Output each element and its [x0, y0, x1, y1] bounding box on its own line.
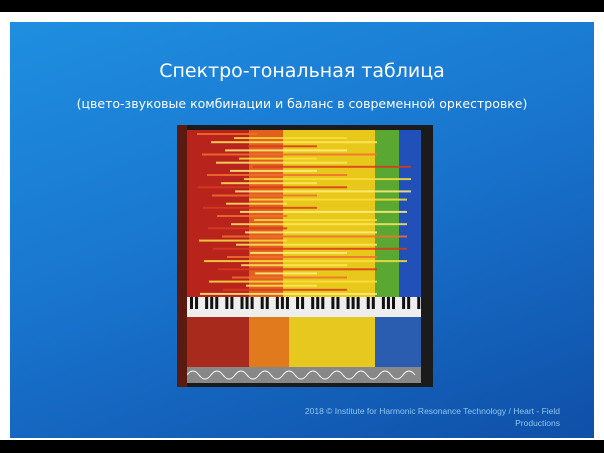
instrument-range	[222, 235, 407, 238]
instrument-range	[221, 182, 317, 185]
black-key	[392, 297, 395, 309]
instrument-range	[253, 165, 411, 168]
instrument-range	[208, 227, 287, 230]
black-key	[275, 297, 279, 309]
instrument-range	[202, 153, 377, 156]
black-key	[240, 297, 244, 309]
top-bar	[0, 0, 604, 12]
instrument-range	[209, 280, 377, 283]
instrument-range	[231, 223, 407, 226]
instrument-range	[200, 292, 377, 295]
black-key	[331, 297, 335, 309]
black-key	[205, 297, 209, 309]
instrument-range	[254, 219, 377, 222]
instrument-range	[249, 198, 407, 201]
black-key	[316, 297, 320, 309]
instrument-range	[218, 268, 377, 271]
black-key	[280, 297, 284, 309]
instrument-range	[241, 264, 347, 267]
black-key	[210, 297, 214, 309]
side-labels	[177, 125, 187, 387]
lower-orange-zone	[249, 317, 289, 367]
instrument-range	[217, 215, 287, 217]
instrument-range	[239, 157, 317, 160]
instrument-range	[216, 161, 347, 164]
spectrum-chart-image	[177, 125, 433, 387]
slide: Спектро-тональная таблица (цвето-звуковы…	[10, 22, 594, 438]
black-key	[260, 297, 264, 309]
instrument-range	[197, 133, 257, 135]
black-key	[346, 297, 350, 309]
black-key	[215, 297, 219, 309]
instrument-range	[204, 260, 407, 263]
black-key	[386, 297, 390, 309]
black-key	[225, 297, 229, 309]
instrument-range	[199, 239, 287, 242]
black-key	[195, 297, 199, 309]
keyboard-keys	[190, 297, 421, 309]
black-key	[356, 297, 360, 309]
instrument-range	[236, 243, 377, 246]
wave	[186, 370, 416, 380]
wave-strip	[187, 367, 421, 383]
instrument-range	[198, 186, 347, 189]
instrument-range	[203, 206, 317, 209]
instrument-range	[248, 145, 317, 148]
black-key	[407, 297, 411, 309]
instrument-range	[207, 174, 347, 176]
lower-red-zone	[187, 317, 249, 367]
instrument-range	[213, 247, 407, 250]
black-key	[285, 297, 289, 309]
black-key	[321, 297, 325, 309]
black-key	[230, 297, 234, 309]
slide-subtitle: (цвето-звуковые комбинации и баланс в со…	[76, 96, 528, 111]
instrument-range	[246, 284, 317, 287]
instrument-range	[255, 272, 317, 275]
instrument-range	[223, 288, 347, 291]
slide-title: Спектро-тональная таблица	[159, 60, 445, 82]
black-key	[190, 297, 193, 309]
instrument-range	[245, 231, 377, 234]
black-key	[245, 297, 249, 309]
black-key	[296, 297, 300, 309]
green-zone	[375, 130, 399, 300]
bottom-bar	[0, 440, 604, 453]
instrument-rows	[197, 133, 411, 295]
instrument-range	[212, 194, 317, 197]
slide-footer: 2018 © Institute for Harmonic Resonance …	[304, 406, 560, 428]
black-key	[366, 297, 370, 309]
black-key	[402, 297, 406, 309]
black-key	[301, 297, 305, 309]
instrument-range	[244, 178, 411, 181]
instrument-range	[234, 137, 347, 140]
instrument-range	[240, 210, 407, 213]
instrument-range	[230, 169, 317, 172]
lower-yellow-zone	[289, 317, 375, 367]
black-key	[381, 297, 385, 309]
instrument-range	[227, 256, 377, 258]
black-key	[265, 297, 269, 309]
blue-zone	[399, 130, 421, 300]
black-key	[311, 297, 315, 309]
instrument-range	[211, 141, 377, 144]
instrument-range	[235, 190, 411, 193]
black-key	[250, 297, 254, 309]
black-key	[351, 297, 355, 309]
instrument-range	[232, 276, 347, 279]
black-key	[371, 297, 375, 309]
lower-blue-zone	[375, 317, 421, 367]
black-key	[336, 297, 340, 309]
instrument-range	[226, 202, 287, 205]
instrument-range	[225, 149, 347, 152]
black-key	[417, 297, 421, 309]
instrument-range	[250, 251, 347, 254]
